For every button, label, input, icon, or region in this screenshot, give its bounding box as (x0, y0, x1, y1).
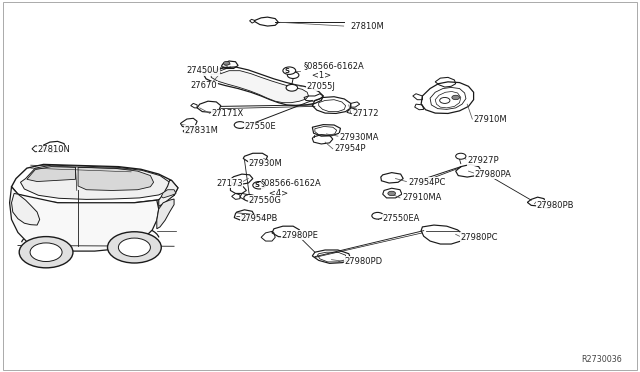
Circle shape (244, 195, 255, 201)
Text: 27810M: 27810M (351, 22, 385, 31)
Text: S: S (284, 68, 289, 74)
Text: §08566-6162A
   <4>: §08566-6162A <4> (261, 178, 322, 198)
Polygon shape (78, 167, 154, 190)
Text: 27550E: 27550E (244, 122, 276, 131)
Text: 27910M: 27910M (474, 115, 508, 124)
Text: 27927P: 27927P (467, 156, 499, 165)
Circle shape (388, 191, 396, 196)
Text: 27831M: 27831M (184, 126, 218, 135)
Polygon shape (161, 190, 176, 198)
Circle shape (440, 97, 450, 103)
Circle shape (19, 237, 73, 268)
Polygon shape (27, 167, 76, 182)
Text: R2730036: R2730036 (581, 355, 622, 364)
Text: 27980PD: 27980PD (344, 257, 383, 266)
Circle shape (234, 122, 246, 128)
Text: S: S (254, 182, 259, 188)
Text: 27450U: 27450U (187, 66, 220, 75)
Circle shape (30, 243, 62, 262)
Text: 27171X: 27171X (211, 109, 243, 118)
Circle shape (108, 232, 161, 263)
Text: 27910MA: 27910MA (402, 193, 442, 202)
Polygon shape (157, 199, 174, 229)
Polygon shape (10, 187, 159, 251)
Text: 27930M: 27930M (248, 159, 282, 168)
Circle shape (223, 61, 230, 65)
Circle shape (372, 212, 383, 219)
Text: §08566-6162A
   <1>: §08566-6162A <1> (304, 61, 365, 80)
Text: 27954PC: 27954PC (408, 178, 445, 187)
Polygon shape (159, 180, 178, 206)
Text: 27930MA: 27930MA (339, 133, 379, 142)
Circle shape (286, 84, 298, 91)
Circle shape (253, 182, 266, 189)
Text: 27980PE: 27980PE (282, 231, 319, 240)
Polygon shape (211, 71, 308, 103)
Polygon shape (20, 165, 172, 199)
Text: 27670: 27670 (191, 81, 218, 90)
Text: 27980PC: 27980PC (461, 233, 499, 242)
Text: 27055J: 27055J (306, 82, 335, 91)
Circle shape (452, 95, 460, 100)
Text: 27173: 27173 (216, 179, 243, 187)
Text: 27954P: 27954P (334, 144, 365, 153)
Polygon shape (12, 193, 40, 225)
Text: 27954PB: 27954PB (240, 214, 277, 223)
Circle shape (287, 72, 299, 78)
Text: 27550EA: 27550EA (383, 214, 420, 223)
Text: 27550G: 27550G (248, 196, 281, 205)
Circle shape (283, 67, 296, 74)
Circle shape (118, 238, 150, 257)
Text: 27172: 27172 (352, 109, 378, 118)
Text: 27980PA: 27980PA (475, 170, 512, 179)
Circle shape (456, 153, 466, 159)
Text: 27810N: 27810N (37, 145, 70, 154)
Text: 27980PB: 27980PB (536, 201, 574, 210)
